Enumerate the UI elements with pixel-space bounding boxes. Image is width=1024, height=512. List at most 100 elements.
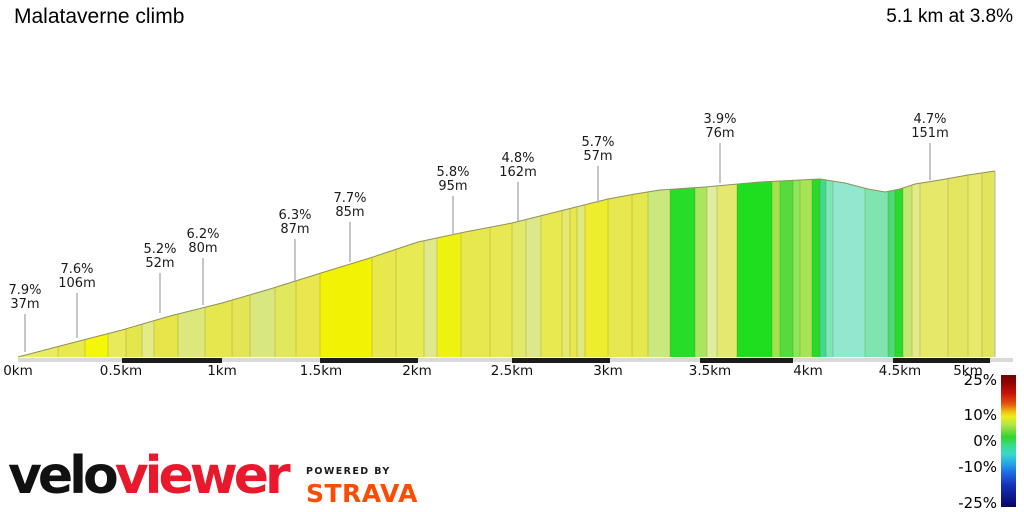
profile-segment [296,273,320,357]
profile-segment [275,280,296,357]
profile-segment [490,223,512,357]
profile-segment [85,333,108,357]
profile-segment [888,190,895,357]
gradient-annotation: 3.9% 76m [703,113,736,141]
page-title: Malataverne climb [14,5,185,28]
gradient-value: 4.8% [501,151,535,166]
gradient-value: 3.9% [703,112,737,127]
profile-segment [58,339,85,357]
profile-segment [437,232,461,357]
profile-segment [670,187,695,357]
profile-segment [232,294,250,357]
gradient-value: 7.6% [60,262,94,277]
legend-tick-label: -10% [958,458,997,476]
segment-length: 80m [188,241,218,256]
profile-segment [126,324,142,357]
distance-scale-bar-dark [700,358,793,363]
x-axis-tick-label: 2km [402,363,432,379]
profile-segment [948,175,968,357]
profile-segment [772,181,780,357]
powered-by-label: POWERED BY [306,466,391,477]
gradient-value: 6.3% [278,208,312,223]
gradient-annotation: 5.7% 57m [581,136,614,164]
profile-segment [826,179,833,357]
gradient-annotation: 4.8% 162m [499,152,536,180]
strava-logo: STRAVA [306,479,418,508]
legend-tick-label: -25% [958,494,997,512]
profile-segment [424,237,437,357]
segment-length: 162m [499,165,537,180]
distance-scale-bar-dark [320,358,418,363]
x-axis-tick-label: 1km [207,363,237,379]
gradient-value: 6.2% [186,227,220,242]
profile-segment [632,191,648,357]
profile-segment [461,227,490,357]
profile-segment [372,249,396,357]
veloviewer-logo-velo: velo [8,446,119,506]
profile-segment [154,314,178,357]
profile-segment [108,328,126,357]
profile-segment [793,180,800,357]
gradient-annotation: 5.2% 52m [143,243,176,271]
segment-length: 76m [705,126,735,141]
gradient-value: 4.7% [913,112,947,127]
profile-segment [585,199,608,357]
gradient-annotation: 7.6% 106m [58,263,95,291]
strava-attribution[interactable]: POWERED BY STRAVA [306,466,418,508]
gradient-annotation: 4.7% 151m [911,113,948,141]
profile-segment [912,183,920,357]
gradient-annotation: 7.7% 85m [333,192,366,220]
gradient-value: 5.7% [581,135,615,150]
x-axis-tick-label: 5km [953,363,983,379]
segment-length: 151m [911,126,949,141]
profile-segment [780,180,793,357]
x-axis-tick-label: 4.5km [878,363,922,379]
profile-segment [820,179,826,357]
profile-segment [800,179,812,357]
profile-segment [142,320,154,357]
segment-length: 85m [335,205,365,220]
profile-segment [737,181,772,357]
profile-segment [396,240,424,357]
gradient-value: 7.7% [333,191,367,206]
x-axis-tick-label: 3.5km [688,363,732,379]
segment-length: 52m [145,256,175,271]
profile-segment [512,219,526,357]
x-axis-tick-label: 0km [3,363,33,379]
profile-segment [717,184,737,357]
gradient-annotation: 7.9% 37m [8,284,41,312]
gradient-annotation: 6.3% 87m [278,209,311,237]
profile-segment [205,300,232,357]
segment-length: 106m [58,276,96,291]
distance-scale-bar-dark [893,358,990,363]
legend-tick-label: 10% [963,406,997,424]
segment-length: 95m [438,179,468,194]
climb-summary: 5.1 km at 3.8% [886,6,1013,27]
x-axis-tick-label: 0.5km [99,363,143,379]
x-axis-tick-label: 2.5km [490,363,534,379]
gradient-legend-bar [1001,375,1016,507]
profile-segment [570,206,577,357]
segment-length: 87m [280,222,310,237]
profile-segment [920,178,948,357]
x-axis-tick-label: 1.5km [299,363,343,379]
profile-segment [812,179,820,357]
profile-segment [541,210,562,357]
gradient-value: 5.2% [143,242,177,257]
legend-tick-label: 0% [973,432,997,450]
veloviewer-logo-viewer: viewer [114,446,291,506]
x-axis-tick-label: 4km [793,363,823,379]
profile-segment [562,208,570,357]
distance-scale-bar-dark [122,358,222,363]
profile-segment [648,189,670,357]
gradient-value: 5.8% [436,165,470,180]
gradient-annotation: 5.8% 95m [436,166,469,194]
gradient-annotation: 6.2% 80m [186,228,219,256]
profile-segment [707,185,717,357]
profile-segment [982,171,995,357]
distance-scale-bar-dark [512,358,610,363]
profile-segment [250,287,275,357]
veloviewer-logo[interactable]: veloviewer [8,450,291,502]
